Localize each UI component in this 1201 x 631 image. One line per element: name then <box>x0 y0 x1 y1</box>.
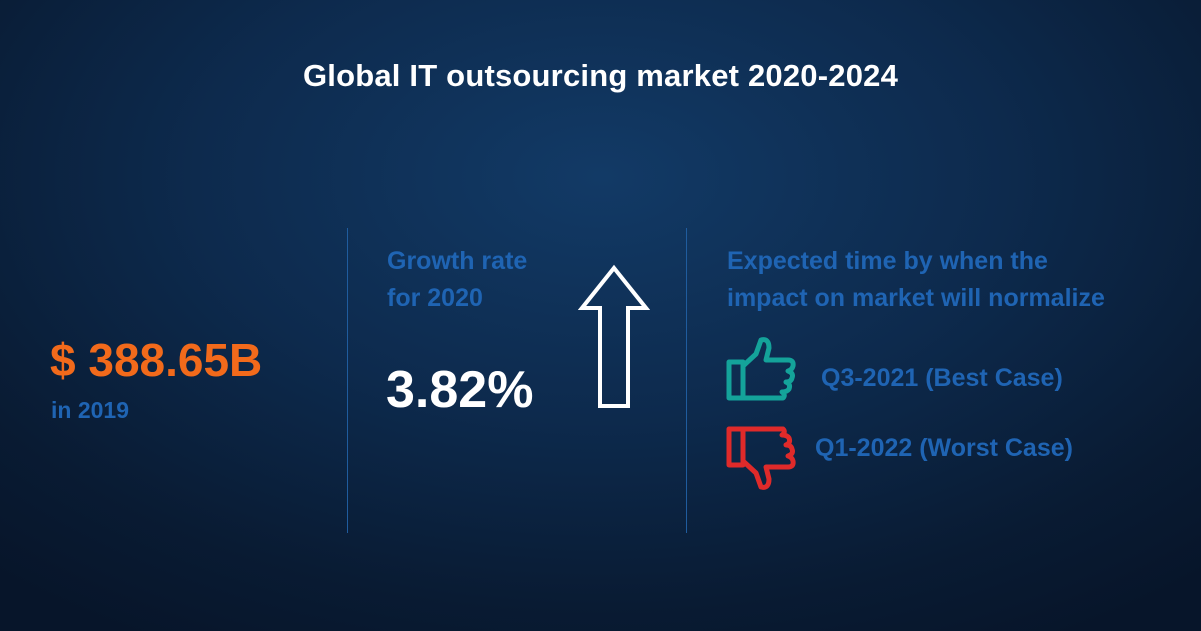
growth-rate-label: Growth rate for 2020 <box>387 243 587 317</box>
market-size-value: $ 388.65B <box>50 334 263 386</box>
normalization-label-line2: impact on market will normalize <box>727 284 1105 312</box>
worst-case-text: Q1-2022 (Worst Case) <box>815 434 1073 462</box>
thumbs-up-icon <box>726 337 796 401</box>
column-divider-left <box>347 228 348 533</box>
column-divider-right <box>686 228 687 533</box>
growth-rate-value: 3.82% <box>386 361 534 419</box>
thumbs-down-icon <box>726 426 796 490</box>
best-case-text: Q3-2021 (Best Case) <box>821 364 1063 392</box>
normalization-label-line1: Expected time by when the <box>727 247 1048 275</box>
infographic-title: Global IT outsourcing market 2020-2024 <box>302 58 899 93</box>
normalization-label: Expected time by when the impact on mark… <box>727 243 1187 317</box>
up-arrow-icon <box>578 264 650 408</box>
market-size-year: in 2019 <box>51 397 129 423</box>
growth-rate-label-line1: Growth rate <box>387 247 528 275</box>
growth-rate-label-line2: for 2020 <box>387 284 483 312</box>
